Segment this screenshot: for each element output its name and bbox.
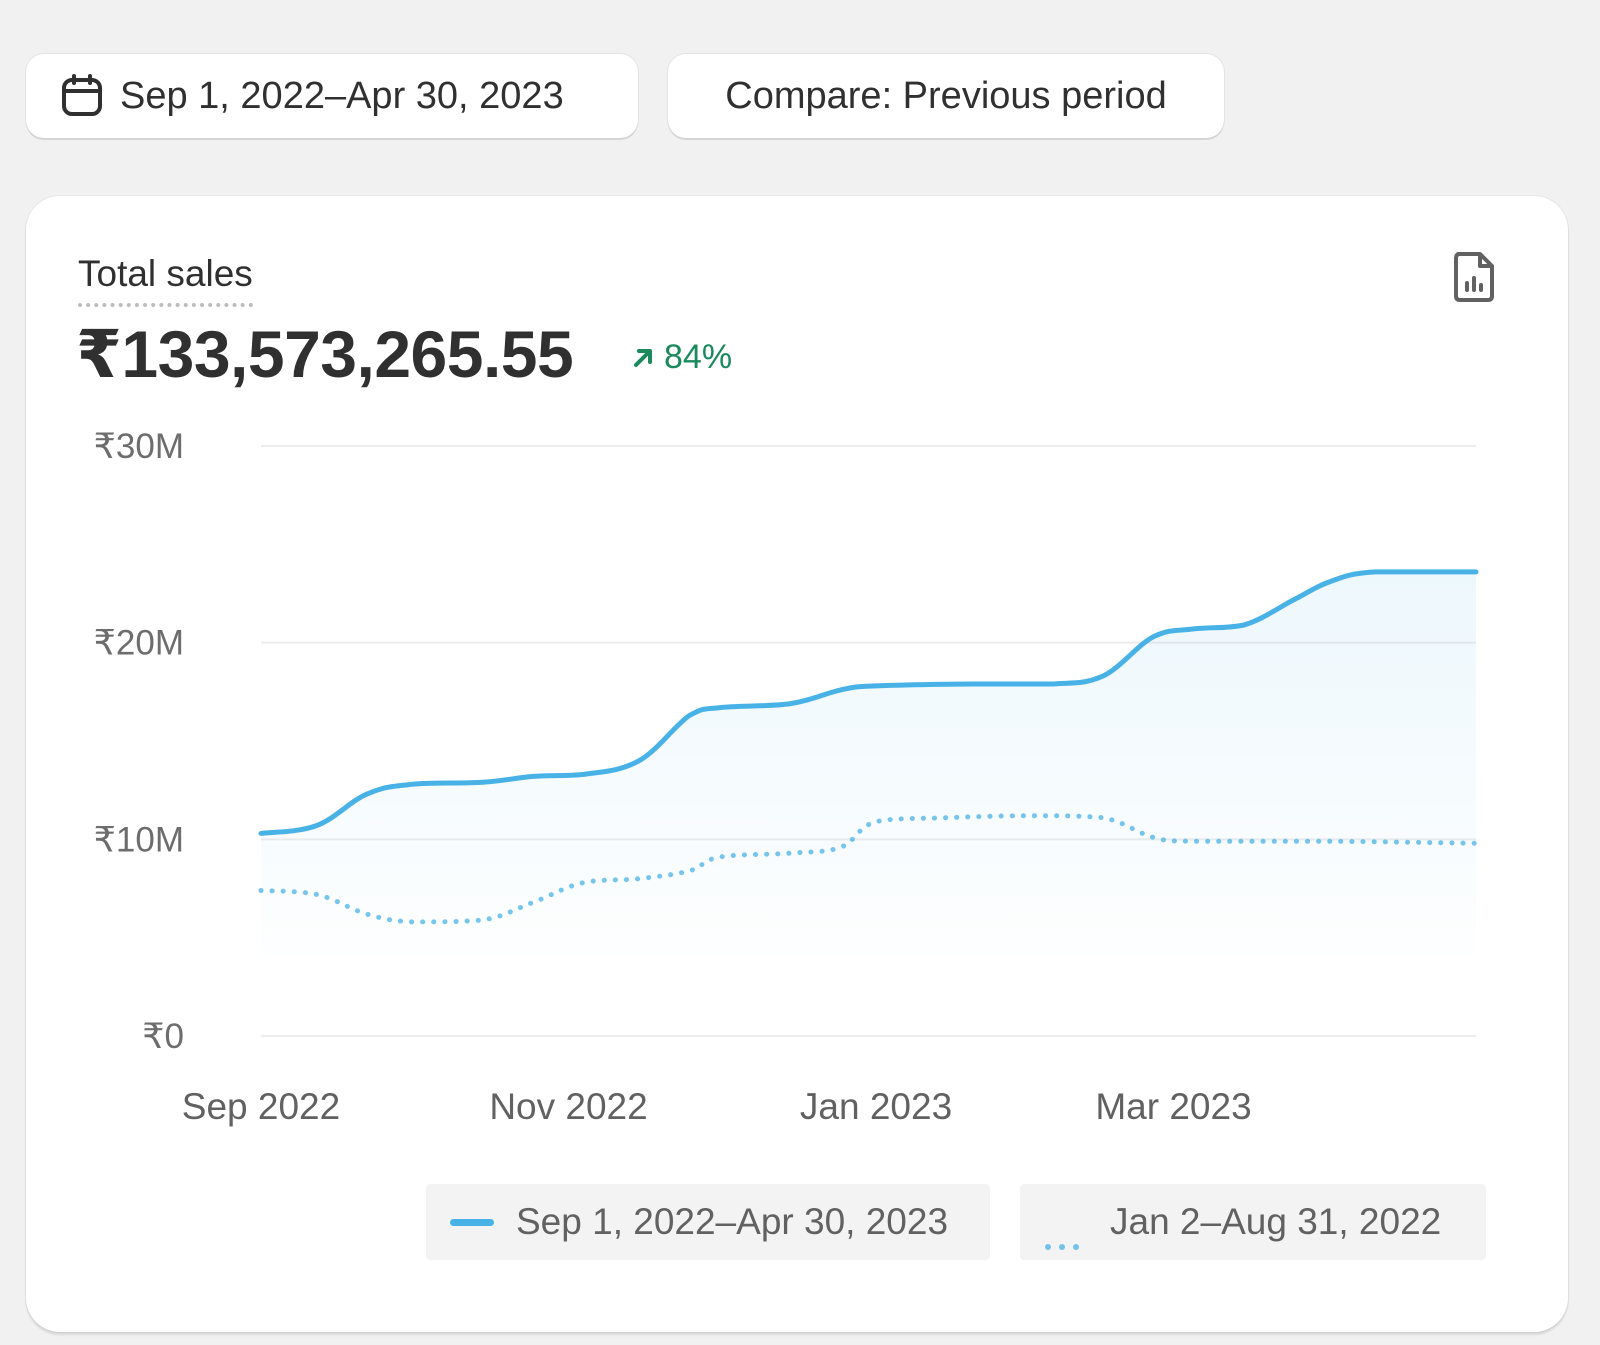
y-tick-label: ₹20M (94, 624, 184, 663)
y-axis: ₹0 ₹10M ₹20M ₹30M (94, 427, 184, 1056)
legend-previous-label: Jan 2–Aug 31, 2022 (1110, 1201, 1442, 1242)
arrow-up-right-icon (630, 345, 656, 371)
legend-current-label: Sep 1, 2022–Apr 30, 2023 (516, 1201, 949, 1242)
x-tick-label: Mar 2023 (1095, 1086, 1251, 1127)
x-tick-label: Sep 2022 (182, 1086, 340, 1127)
export-report-icon[interactable] (1450, 250, 1498, 304)
legend-dotted-line-icon (1044, 1218, 1088, 1250)
sales-line-chart[interactable]: ₹0 ₹10M ₹20M ₹30M Sep 2022 Nov 2022 Jan 2023 M… (26, 196, 1568, 1332)
y-tick-label: ₹30M (94, 427, 184, 466)
chart-series (258, 569, 1479, 956)
legend-previous-period[interactable]: Jan 2–Aug 31, 2022 (1020, 1184, 1486, 1260)
x-tick-label: Jan 2023 (800, 1086, 952, 1127)
series-line-current-period[interactable] (258, 569, 1479, 836)
legend-current-period[interactable]: Sep 1, 2022–Apr 30, 2023 (426, 1184, 990, 1260)
total-sales-card: Total sales ₹133,573,265.55 84% ₹0 ₹10M ₹2 (26, 196, 1568, 1332)
series-area-fill (261, 571, 1476, 956)
x-tick-label: Nov 2022 (489, 1086, 647, 1127)
compare-label: Compare: Previous period (725, 74, 1167, 117)
metric-change-value: 84% (664, 338, 733, 376)
legend-solid-line-icon (450, 1218, 494, 1226)
metric-title[interactable]: Total sales (78, 253, 253, 307)
calendar-icon (60, 74, 104, 118)
y-tick-label: ₹0 (142, 1017, 184, 1056)
y-tick-label: ₹10M (94, 820, 184, 859)
metric-change-badge: 84% (630, 338, 732, 377)
x-axis: Sep 2022 Nov 2022 Jan 2023 Mar 2023 (182, 1086, 1252, 1127)
metric-value: ₹133,573,265.55 (76, 317, 574, 391)
date-range-button[interactable]: Sep 1, 2022–Apr 30, 2023 (26, 54, 638, 138)
compare-period-button[interactable]: Compare: Previous period (668, 54, 1224, 138)
series-line-previous-period[interactable] (258, 813, 1479, 925)
date-range-label: Sep 1, 2022–Apr 30, 2023 (120, 74, 564, 117)
